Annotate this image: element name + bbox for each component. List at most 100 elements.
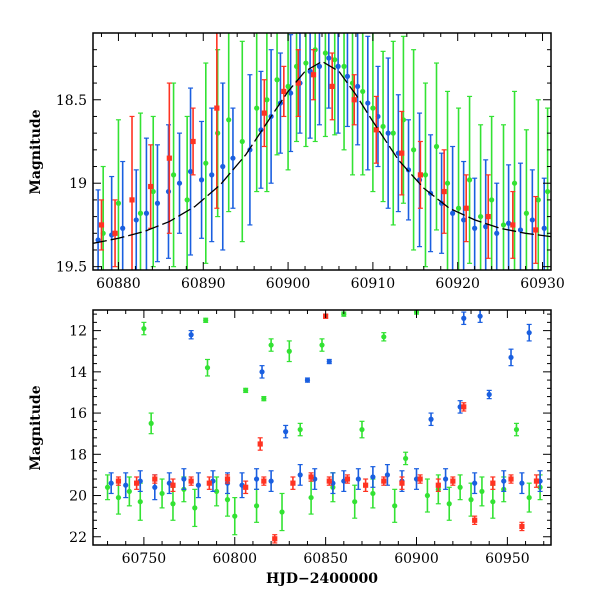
bottom-blue-point xyxy=(304,377,311,383)
bottom-green-point xyxy=(115,480,122,515)
top-panel-y-axis-title: Magnitude xyxy=(28,109,44,194)
top-red-point xyxy=(373,95,379,164)
top-blue-point xyxy=(472,177,478,270)
bottom-blue-point xyxy=(181,468,187,490)
bottom-green-point xyxy=(141,321,147,336)
bottom-blue-point xyxy=(297,464,303,486)
bottom-red-point xyxy=(435,478,441,493)
bottom-blue-point xyxy=(508,348,514,367)
top-red-point xyxy=(295,49,301,118)
bottom-y-tick-label: 18 xyxy=(69,447,87,463)
top-panel-light-curve-zoom: 60880 60890 60900 60910 60920 60930 18.5 19 19.5… xyxy=(28,32,565,292)
bottom-green-point xyxy=(148,412,154,435)
bottom-series-blue xyxy=(108,310,543,501)
top-red-point xyxy=(129,115,135,270)
top-blue-point xyxy=(288,34,294,153)
bottom-green-point xyxy=(279,492,285,532)
top-blue-point xyxy=(316,33,323,126)
top-y-tick-label: 19 xyxy=(69,176,87,192)
bottom-green-point xyxy=(392,488,398,523)
bottom-red-point xyxy=(344,474,351,484)
bottom-red-point xyxy=(272,534,278,544)
top-series-green xyxy=(100,33,551,270)
top-green-point xyxy=(444,90,451,270)
bottom-blue-point xyxy=(526,323,532,342)
top-green-point xyxy=(390,40,396,226)
top-green-point xyxy=(115,119,122,270)
top-y-tick-label: 19.5 xyxy=(56,260,87,276)
top-green-point xyxy=(226,33,232,213)
top-blue-point xyxy=(385,57,391,209)
top-x-tick-label: 60880 xyxy=(96,276,141,292)
top-x-tick-label: 60910 xyxy=(351,276,396,292)
top-blue-point xyxy=(365,35,371,171)
top-x-tick-label: 60890 xyxy=(181,276,226,292)
top-blue-point xyxy=(133,169,139,270)
top-x-tick-label: 60920 xyxy=(435,276,480,292)
bottom-red-point xyxy=(490,476,496,490)
top-red-point xyxy=(463,174,469,243)
top-red-point xyxy=(112,199,118,268)
top-green-point xyxy=(285,33,291,171)
bottom-blue-point xyxy=(283,424,289,439)
top-blue-point xyxy=(461,160,467,270)
top-panel-frame xyxy=(92,32,552,271)
top-blue-point xyxy=(165,124,172,259)
top-green-point xyxy=(341,33,347,151)
bottom-blue-point xyxy=(123,472,129,499)
bottom-green-point xyxy=(232,496,238,536)
top-panel-axes: 60880 60890 60900 60910 60920 60930 18.5 19 19.5 xyxy=(56,32,565,292)
bottom-green-point xyxy=(104,474,111,501)
bottom-red-point xyxy=(533,474,540,488)
bottom-green-point xyxy=(203,317,209,323)
bottom-green-point xyxy=(261,395,267,402)
top-blue-point xyxy=(375,65,381,168)
bottom-blue-point xyxy=(370,466,376,488)
bottom-green-point xyxy=(297,422,303,437)
bottom-red-point xyxy=(417,474,423,484)
bottom-green-point xyxy=(192,488,198,528)
top-blue-point xyxy=(209,107,215,243)
top-blue-point xyxy=(220,82,226,251)
bottom-panel-data-points xyxy=(104,310,543,544)
bottom-red-point xyxy=(224,474,231,484)
bottom-red-point xyxy=(381,476,387,486)
top-blue-point xyxy=(258,70,264,189)
top-red-point xyxy=(441,149,447,234)
bottom-green-point xyxy=(468,482,474,517)
bottom-green-point xyxy=(403,451,409,466)
top-blue-point xyxy=(505,164,512,270)
top-green-point xyxy=(239,40,245,243)
bottom-green-point xyxy=(526,482,532,513)
bottom-red-point xyxy=(308,472,314,482)
top-red-point xyxy=(310,49,317,101)
bottom-red-point xyxy=(399,476,405,490)
top-blue-point xyxy=(541,177,547,270)
bottom-y-tick-label: 14 xyxy=(69,365,87,381)
bottom-blue-point xyxy=(501,470,507,493)
top-green-point xyxy=(203,62,209,264)
top-blue-point xyxy=(198,120,205,239)
top-blue-point xyxy=(143,137,150,270)
top-x-tick-label: 60900 xyxy=(266,276,311,292)
top-green-point xyxy=(500,124,507,270)
top-series-blue xyxy=(95,33,547,270)
top-blue-point xyxy=(405,119,412,221)
top-green-point xyxy=(303,33,309,148)
bottom-red-point xyxy=(290,476,296,490)
bottom-red-point xyxy=(450,476,456,486)
top-blue-point xyxy=(344,33,351,128)
bottom-blue-point xyxy=(486,389,492,400)
bottom-blue-point xyxy=(472,472,478,495)
top-green-point xyxy=(215,49,221,218)
top-red-point xyxy=(214,33,220,209)
bottom-red-point xyxy=(170,478,176,493)
bottom-red-point xyxy=(243,480,249,495)
bottom-blue-point xyxy=(239,472,245,499)
bottom-panel-axes: 60750 60800 60850 60900 60950 12 14 16 18 20 22 xyxy=(69,310,551,567)
bottom-blue-point xyxy=(326,358,332,365)
top-green-point xyxy=(137,112,144,270)
bottom-green-point xyxy=(490,484,496,519)
top-green-point xyxy=(274,33,280,156)
